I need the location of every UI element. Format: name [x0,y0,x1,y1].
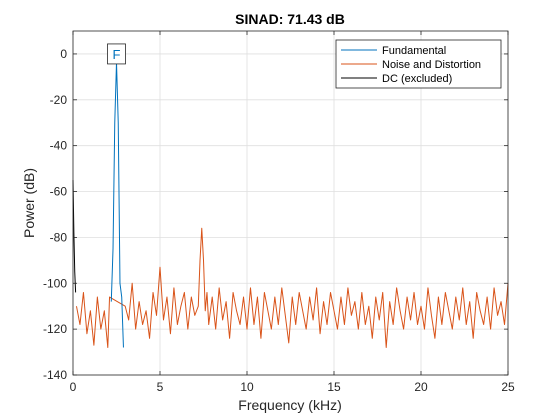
y-tick-label: -80 [50,230,68,244]
x-tick-label: 10 [240,380,254,394]
legend-entry-label: Noise and Distortion [382,59,481,71]
y-tick-label: -40 [50,139,68,153]
series-lines [72,61,509,348]
legend-entry-label: DC (excluded) [382,73,452,85]
legend[interactable]: Fundamental Noise and Distortion DC (exclu… [335,39,502,89]
x-tick-label: 0 [70,380,77,394]
series-noise-and-distortion [75,227,509,348]
series-fundamental [110,61,124,348]
fundamental-marker-box [107,43,126,65]
tick-labels: 0 5 10 15 20 25 0 -20 -40 -60 -80 -100 -120 -140 [43,47,515,394]
fundamental-marker-label: F [113,47,121,62]
x-axis-label: Frequency (kHz) [238,397,341,413]
legend-entry-label: Fundamental [382,45,446,57]
ticks [72,31,509,376]
y-tick-label: -100 [43,276,67,290]
chart-title: SINAD: 71.43 dB [235,11,345,27]
x-tick-label: 15 [327,380,341,394]
y-tick-label: -20 [50,93,68,107]
y-tick-label: -60 [50,185,68,199]
fundamental-marker: F [107,43,126,65]
x-tick-label: 25 [501,380,515,394]
x-tick-label: 5 [157,380,164,394]
y-axis-label: Power (dB) [21,168,37,238]
y-tick-label: -120 [43,322,67,336]
y-tick-label: -140 [43,368,67,382]
y-tick-label: 0 [60,47,67,61]
x-tick-label: 20 [414,380,428,394]
axes-box [72,30,509,376]
series-dc-excluded [72,180,77,293]
